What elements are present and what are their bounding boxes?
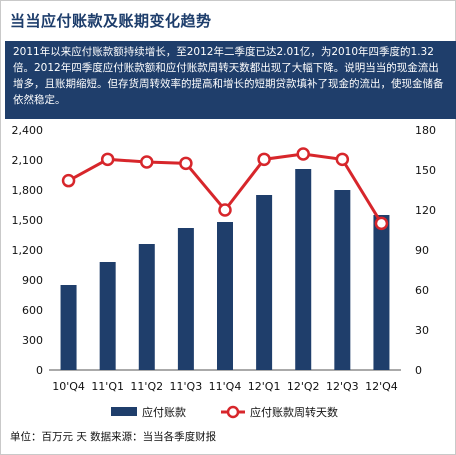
x-tick-label: 12'Q4 bbox=[365, 380, 398, 393]
bar bbox=[373, 215, 390, 370]
left-axis-ticks: 0 300 600 900 1,200 1,500 1,800 2,100 2,400 bbox=[12, 124, 44, 377]
left-tick-label: 1,500 bbox=[12, 214, 44, 227]
left-tick-label: 0 bbox=[36, 364, 43, 377]
bar bbox=[334, 190, 351, 370]
combo-chart: 0 300 600 900 1,200 1,500 1,800 2,100 2,400 0 30 6… bbox=[12, 124, 437, 419]
left-tick-label: 2,400 bbox=[12, 124, 44, 137]
legend-bar-label: 应付账款 bbox=[142, 405, 186, 419]
x-tick-label: 10'Q4 bbox=[52, 380, 85, 393]
legend-line-marker bbox=[226, 405, 240, 419]
line-point bbox=[335, 152, 350, 167]
left-tick-label: 300 bbox=[22, 334, 43, 347]
right-tick-label: 60 bbox=[415, 284, 429, 297]
bar bbox=[99, 262, 116, 370]
line-point bbox=[296, 147, 310, 161]
left-tick-label: 900 bbox=[22, 274, 43, 287]
line-point bbox=[140, 155, 154, 169]
bar bbox=[60, 285, 77, 370]
legend-bar-swatch bbox=[111, 407, 137, 416]
right-tick-label: 150 bbox=[415, 164, 436, 177]
note-box: 2011年以来应付账款额持续增长，至2012年二季度已达2.01亿，为2010年… bbox=[5, 41, 456, 119]
line-series bbox=[61, 147, 389, 231]
x-tick-label: 11'Q1 bbox=[91, 380, 124, 393]
x-tick-label: 12'Q1 bbox=[248, 380, 281, 393]
chart-title: 当当应付账款及账期变化趋势 bbox=[10, 12, 212, 30]
x-tick-label: 11'Q4 bbox=[209, 380, 242, 393]
bar bbox=[295, 169, 312, 370]
right-tick-label: 30 bbox=[415, 324, 429, 337]
bars bbox=[60, 169, 390, 370]
bar bbox=[138, 244, 155, 370]
line-point bbox=[218, 203, 232, 217]
right-tick-label: 120 bbox=[415, 204, 436, 217]
left-tick-label: 2,100 bbox=[12, 154, 44, 167]
footer-source: 单位：百万元 天 数据来源：当当各季度财报 bbox=[10, 431, 217, 443]
legend-line-label: 应付账款周转天数 bbox=[250, 405, 338, 419]
legend: 应付账款 应付账款周转天数 bbox=[111, 405, 338, 419]
right-tick-label: 0 bbox=[415, 364, 422, 377]
x-tick-label: 11'Q3 bbox=[170, 380, 203, 393]
left-tick-label: 1,200 bbox=[12, 244, 44, 257]
x-tick-label: 11'Q2 bbox=[130, 380, 163, 393]
line-point bbox=[374, 216, 389, 231]
bar bbox=[177, 228, 194, 370]
x-tick-label: 12'Q2 bbox=[287, 380, 320, 393]
x-axis-labels: 10'Q4 11'Q1 11'Q2 11'Q3 11'Q4 12'Q1 12'Q2 12'Q3… bbox=[52, 380, 398, 393]
x-tick-label: 12'Q3 bbox=[326, 380, 359, 393]
bar bbox=[256, 195, 273, 370]
left-tick-label: 1,800 bbox=[12, 184, 44, 197]
right-tick-label: 90 bbox=[415, 244, 429, 257]
right-tick-label: 180 bbox=[415, 124, 436, 137]
line-point bbox=[61, 173, 76, 188]
left-tick-label: 600 bbox=[22, 304, 43, 317]
right-axis-ticks: 0 30 60 90 120 150 180 bbox=[415, 124, 436, 377]
bar bbox=[217, 222, 233, 370]
line-point bbox=[100, 152, 115, 167]
line-point bbox=[257, 152, 271, 167]
line-point bbox=[179, 156, 193, 171]
